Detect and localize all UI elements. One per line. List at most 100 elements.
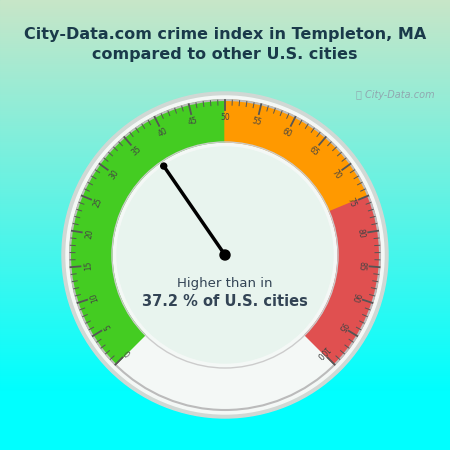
Bar	[0, 278, 450, 279]
Bar	[0, 328, 450, 329]
Bar	[0, 152, 450, 153]
Bar	[0, 229, 450, 230]
Bar	[0, 87, 450, 88]
Circle shape	[117, 147, 333, 363]
Bar	[0, 236, 450, 237]
Bar	[0, 50, 450, 51]
Bar	[0, 376, 450, 377]
Bar	[0, 98, 450, 99]
Polygon shape	[305, 196, 380, 364]
Bar	[0, 268, 450, 269]
Bar	[0, 136, 450, 137]
Text: 100: 100	[314, 343, 330, 360]
Bar	[0, 271, 450, 272]
Bar	[0, 247, 450, 248]
Bar	[0, 192, 450, 193]
Bar	[0, 353, 450, 354]
Bar	[0, 405, 450, 406]
Bar	[0, 381, 450, 382]
Bar	[0, 259, 450, 260]
Bar	[0, 432, 450, 433]
Bar	[0, 324, 450, 325]
Bar	[0, 354, 450, 355]
Bar	[0, 290, 450, 291]
Bar	[0, 240, 450, 241]
Bar	[0, 5, 450, 6]
Bar	[0, 412, 450, 413]
Bar	[0, 424, 450, 425]
Bar	[0, 308, 450, 309]
Bar	[0, 195, 450, 196]
Bar	[0, 84, 450, 85]
Bar	[0, 209, 450, 210]
Bar	[0, 352, 450, 353]
Text: compared to other U.S. cities: compared to other U.S. cities	[92, 48, 358, 63]
Text: 25: 25	[92, 196, 104, 209]
Bar	[0, 387, 450, 388]
Bar	[0, 316, 450, 317]
Bar	[0, 86, 450, 87]
Bar	[0, 299, 450, 300]
Text: 55: 55	[251, 116, 263, 127]
Bar	[0, 221, 450, 222]
Bar	[0, 178, 450, 179]
Bar	[0, 437, 450, 438]
Bar	[0, 150, 450, 151]
Bar	[0, 434, 450, 435]
Bar	[0, 238, 450, 239]
Bar	[0, 184, 450, 185]
Bar	[0, 72, 450, 73]
Bar	[0, 372, 450, 373]
Bar	[0, 414, 450, 415]
Bar	[0, 52, 450, 53]
Bar	[0, 361, 450, 362]
Bar	[0, 334, 450, 335]
Bar	[0, 389, 450, 390]
Bar	[0, 279, 450, 280]
Bar	[0, 110, 450, 111]
Bar	[0, 298, 450, 299]
Bar	[0, 347, 450, 348]
Bar	[0, 74, 450, 75]
Bar	[0, 438, 450, 439]
Bar	[0, 411, 450, 412]
Bar	[0, 408, 450, 409]
Bar	[0, 274, 450, 275]
Bar	[0, 37, 450, 38]
Bar	[0, 228, 450, 229]
Bar	[0, 222, 450, 223]
Bar	[0, 49, 450, 50]
Bar	[0, 431, 450, 432]
Bar	[0, 180, 450, 181]
Bar	[0, 65, 450, 66]
Bar	[0, 158, 450, 159]
Bar	[0, 417, 450, 418]
Bar	[0, 188, 450, 189]
Bar	[0, 239, 450, 240]
Bar	[0, 448, 450, 449]
Bar	[0, 202, 450, 203]
Bar	[0, 348, 450, 349]
Bar	[0, 323, 450, 324]
Bar	[0, 163, 450, 164]
Bar	[0, 366, 450, 367]
Bar	[0, 297, 450, 298]
Bar	[0, 346, 450, 347]
Bar	[0, 384, 450, 385]
Bar	[0, 196, 450, 197]
Bar	[0, 409, 450, 410]
Bar	[0, 153, 450, 154]
Bar	[0, 349, 450, 350]
Bar	[0, 318, 450, 319]
Bar	[0, 394, 450, 395]
Bar	[0, 62, 450, 63]
Text: 60: 60	[281, 127, 293, 139]
Bar	[0, 4, 450, 5]
Bar	[0, 270, 450, 271]
Bar	[0, 388, 450, 389]
Bar	[0, 77, 450, 78]
Bar	[0, 371, 450, 372]
Bar	[0, 281, 450, 282]
Bar	[0, 395, 450, 396]
Bar	[0, 363, 450, 364]
